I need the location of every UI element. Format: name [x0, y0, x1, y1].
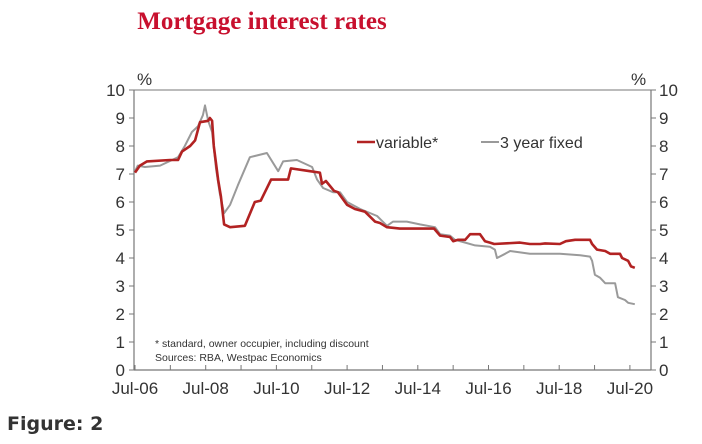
legend-label: variable* — [376, 135, 438, 152]
y-tick-label-left: 8 — [116, 137, 125, 156]
x-tick-label: Jul-06 — [112, 379, 158, 398]
y-tick-label-right: 7 — [659, 165, 668, 184]
y-tick-label-left: 6 — [116, 193, 125, 212]
x-tick-label: Jul-20 — [607, 379, 653, 398]
y-tick-label-left: 7 — [116, 165, 125, 184]
x-tick-label: Jul-08 — [183, 379, 229, 398]
y-tick-label-left: 4 — [116, 249, 125, 268]
y-tick-label-right: 2 — [659, 305, 668, 324]
figure-label: Figure: 2 — [7, 413, 104, 435]
series-line-3-year-fixed — [134, 104, 636, 306]
chart-note: * standard, owner occupier, including di… — [155, 338, 369, 350]
y-tick-label-left: 0 — [116, 361, 125, 380]
y-tick-label-right: 8 — [659, 137, 668, 156]
y-tick-label-left: 2 — [116, 305, 125, 324]
x-tick-label: Jul-16 — [465, 379, 511, 398]
x-tick-label: Jul-14 — [395, 379, 441, 398]
y-tick-label-left: 5 — [116, 221, 125, 240]
y-tick-label-left: 10 — [106, 81, 125, 100]
y-tick-label-right: 1 — [659, 333, 668, 352]
legend-label: 3 year fixed — [500, 135, 583, 152]
y-axis-unit-left: % — [137, 70, 152, 89]
y-tick-label-right: 9 — [659, 109, 668, 128]
y-tick-label-right: 5 — [659, 221, 668, 240]
y-tick-label-right: 0 — [659, 361, 668, 380]
y-tick-label-right: 3 — [659, 277, 668, 296]
x-tick-label: Jul-12 — [324, 379, 370, 398]
y-tick-label-left: 3 — [116, 277, 125, 296]
y-tick-label-right: 10 — [659, 81, 678, 100]
y-tick-label-right: 4 — [659, 249, 668, 268]
chart-title: Mortgage interest rates — [137, 8, 387, 35]
y-tick-label-left: 9 — [116, 109, 125, 128]
y-tick-label-left: 1 — [116, 333, 125, 352]
y-axis-unit-right: % — [631, 70, 646, 89]
series-line-variable- — [133, 116, 636, 270]
x-tick-label: Jul-18 — [536, 379, 582, 398]
y-tick-label-right: 6 — [659, 193, 668, 212]
chart-note: Sources: RBA, Westpac Economics — [155, 352, 322, 364]
x-tick-label: Jul-10 — [253, 379, 299, 398]
